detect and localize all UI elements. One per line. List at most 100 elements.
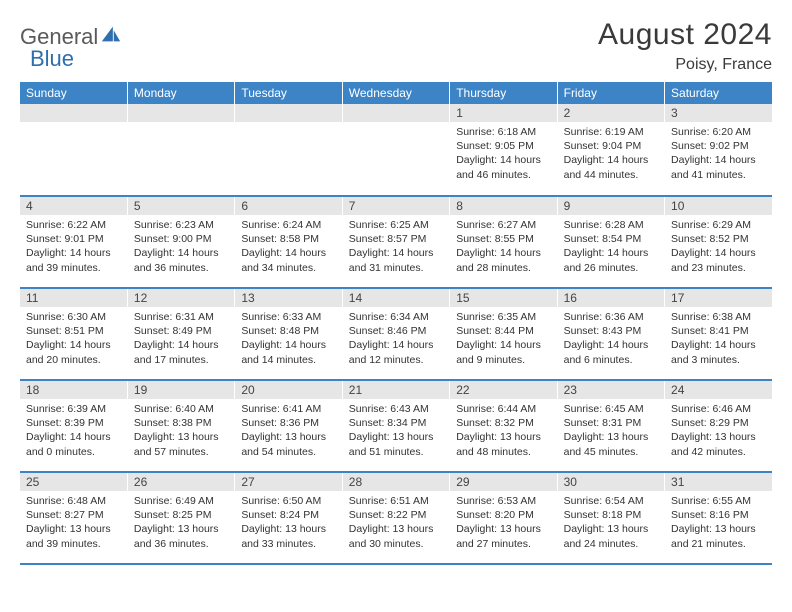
day-number: 24	[665, 381, 772, 399]
daylight-text-1: Daylight: 14 hours	[456, 338, 550, 352]
calendar-cell: 20Sunrise: 6:41 AMSunset: 8:36 PMDayligh…	[235, 380, 342, 472]
sunset-text: Sunset: 8:32 PM	[456, 416, 550, 430]
daylight-text-1: Daylight: 14 hours	[456, 153, 550, 167]
daylight-text-2: and 6 minutes.	[564, 353, 658, 367]
day-number: 11	[20, 289, 127, 307]
day-number: 8	[450, 197, 556, 215]
calendar-week: 18Sunrise: 6:39 AMSunset: 8:39 PMDayligh…	[20, 380, 772, 472]
sunrise-text: Sunrise: 6:35 AM	[456, 310, 550, 324]
sunrise-text: Sunrise: 6:27 AM	[456, 218, 550, 232]
calendar-cell	[235, 104, 342, 196]
calendar-cell	[20, 104, 127, 196]
calendar-cell	[127, 104, 234, 196]
day-body: Sunrise: 6:48 AMSunset: 8:27 PMDaylight:…	[20, 491, 127, 555]
calendar-cell: 31Sunrise: 6:55 AMSunset: 8:16 PMDayligh…	[665, 472, 772, 564]
calendar-cell: 1Sunrise: 6:18 AMSunset: 9:05 PMDaylight…	[450, 104, 557, 196]
calendar-cell: 5Sunrise: 6:23 AMSunset: 9:00 PMDaylight…	[127, 196, 234, 288]
weekday-header: Monday	[127, 82, 234, 104]
location: Poisy, France	[598, 56, 772, 74]
daylight-text-1: Daylight: 13 hours	[456, 522, 550, 536]
calendar-cell: 16Sunrise: 6:36 AMSunset: 8:43 PMDayligh…	[557, 288, 664, 380]
daylight-text-2: and 39 minutes.	[26, 537, 121, 551]
daylight-text-1: Daylight: 14 hours	[564, 338, 658, 352]
sunset-text: Sunset: 8:49 PM	[134, 324, 228, 338]
day-body: Sunrise: 6:28 AMSunset: 8:54 PMDaylight:…	[558, 215, 664, 279]
month-title: August 2024	[598, 18, 772, 52]
day-number: 26	[128, 473, 234, 491]
day-number: 28	[343, 473, 449, 491]
sunrise-text: Sunrise: 6:18 AM	[456, 125, 550, 139]
weekday-header: Friday	[557, 82, 664, 104]
day-body: Sunrise: 6:34 AMSunset: 8:46 PMDaylight:…	[343, 307, 449, 371]
daylight-text-2: and 14 minutes.	[241, 353, 335, 367]
day-number: 31	[665, 473, 772, 491]
sunset-text: Sunset: 8:54 PM	[564, 232, 658, 246]
sunset-text: Sunset: 8:38 PM	[134, 416, 228, 430]
daylight-text-2: and 9 minutes.	[456, 353, 550, 367]
day-body: Sunrise: 6:24 AMSunset: 8:58 PMDaylight:…	[235, 215, 341, 279]
daylight-text-2: and 31 minutes.	[349, 261, 443, 275]
daylight-text-2: and 26 minutes.	[564, 261, 658, 275]
day-number: 12	[128, 289, 234, 307]
day-number: 29	[450, 473, 556, 491]
daylight-text-2: and 0 minutes.	[26, 445, 121, 459]
day-number: 22	[450, 381, 556, 399]
calendar-head: SundayMondayTuesdayWednesdayThursdayFrid…	[20, 82, 772, 104]
daylight-text-1: Daylight: 13 hours	[671, 522, 766, 536]
calendar-week: 4Sunrise: 6:22 AMSunset: 9:01 PMDaylight…	[20, 196, 772, 288]
sunset-text: Sunset: 8:25 PM	[134, 508, 228, 522]
day-number: 23	[558, 381, 664, 399]
day-number: 27	[235, 473, 341, 491]
daylight-text-1: Daylight: 13 hours	[564, 522, 658, 536]
sunset-text: Sunset: 8:34 PM	[349, 416, 443, 430]
daylight-text-2: and 23 minutes.	[671, 261, 766, 275]
day-number: 17	[665, 289, 772, 307]
day-number	[20, 104, 127, 122]
daylight-text-2: and 28 minutes.	[456, 261, 550, 275]
calendar-cell: 14Sunrise: 6:34 AMSunset: 8:46 PMDayligh…	[342, 288, 449, 380]
daylight-text-2: and 27 minutes.	[456, 537, 550, 551]
sunset-text: Sunset: 8:57 PM	[349, 232, 443, 246]
day-body: Sunrise: 6:50 AMSunset: 8:24 PMDaylight:…	[235, 491, 341, 555]
daylight-text-2: and 36 minutes.	[134, 537, 228, 551]
day-body: Sunrise: 6:45 AMSunset: 8:31 PMDaylight:…	[558, 399, 664, 463]
calendar-cell: 3Sunrise: 6:20 AMSunset: 9:02 PMDaylight…	[665, 104, 772, 196]
daylight-text-1: Daylight: 14 hours	[26, 246, 121, 260]
day-number: 18	[20, 381, 127, 399]
daylight-text-1: Daylight: 14 hours	[456, 246, 550, 260]
daylight-text-2: and 33 minutes.	[241, 537, 335, 551]
calendar-cell: 13Sunrise: 6:33 AMSunset: 8:48 PMDayligh…	[235, 288, 342, 380]
day-body: Sunrise: 6:54 AMSunset: 8:18 PMDaylight:…	[558, 491, 664, 555]
calendar-cell: 22Sunrise: 6:44 AMSunset: 8:32 PMDayligh…	[450, 380, 557, 472]
day-body: Sunrise: 6:43 AMSunset: 8:34 PMDaylight:…	[343, 399, 449, 463]
brand-word-2: Blue	[30, 46, 74, 72]
day-number: 21	[343, 381, 449, 399]
sunrise-text: Sunrise: 6:55 AM	[671, 494, 766, 508]
day-body: Sunrise: 6:27 AMSunset: 8:55 PMDaylight:…	[450, 215, 556, 279]
daylight-text-2: and 34 minutes.	[241, 261, 335, 275]
daylight-text-2: and 42 minutes.	[671, 445, 766, 459]
day-body: Sunrise: 6:40 AMSunset: 8:38 PMDaylight:…	[128, 399, 234, 463]
day-number: 10	[665, 197, 772, 215]
header: General August 2024 Poisy, France	[20, 18, 772, 74]
sunrise-text: Sunrise: 6:30 AM	[26, 310, 121, 324]
daylight-text-1: Daylight: 14 hours	[241, 246, 335, 260]
calendar-body: 1Sunrise: 6:18 AMSunset: 9:05 PMDaylight…	[20, 104, 772, 564]
day-number: 4	[20, 197, 127, 215]
daylight-text-2: and 41 minutes.	[671, 168, 766, 182]
calendar-cell: 26Sunrise: 6:49 AMSunset: 8:25 PMDayligh…	[127, 472, 234, 564]
day-body: Sunrise: 6:38 AMSunset: 8:41 PMDaylight:…	[665, 307, 772, 371]
sunset-text: Sunset: 8:36 PM	[241, 416, 335, 430]
day-body: Sunrise: 6:29 AMSunset: 8:52 PMDaylight:…	[665, 215, 772, 279]
calendar-cell: 25Sunrise: 6:48 AMSunset: 8:27 PMDayligh…	[20, 472, 127, 564]
daylight-text-1: Daylight: 14 hours	[349, 338, 443, 352]
daylight-text-2: and 21 minutes.	[671, 537, 766, 551]
day-number: 14	[343, 289, 449, 307]
day-number: 19	[128, 381, 234, 399]
calendar-cell: 21Sunrise: 6:43 AMSunset: 8:34 PMDayligh…	[342, 380, 449, 472]
day-number	[343, 104, 449, 122]
calendar-cell: 17Sunrise: 6:38 AMSunset: 8:41 PMDayligh…	[665, 288, 772, 380]
sunset-text: Sunset: 8:51 PM	[26, 324, 121, 338]
daylight-text-1: Daylight: 14 hours	[241, 338, 335, 352]
day-body: Sunrise: 6:19 AMSunset: 9:04 PMDaylight:…	[558, 122, 664, 186]
